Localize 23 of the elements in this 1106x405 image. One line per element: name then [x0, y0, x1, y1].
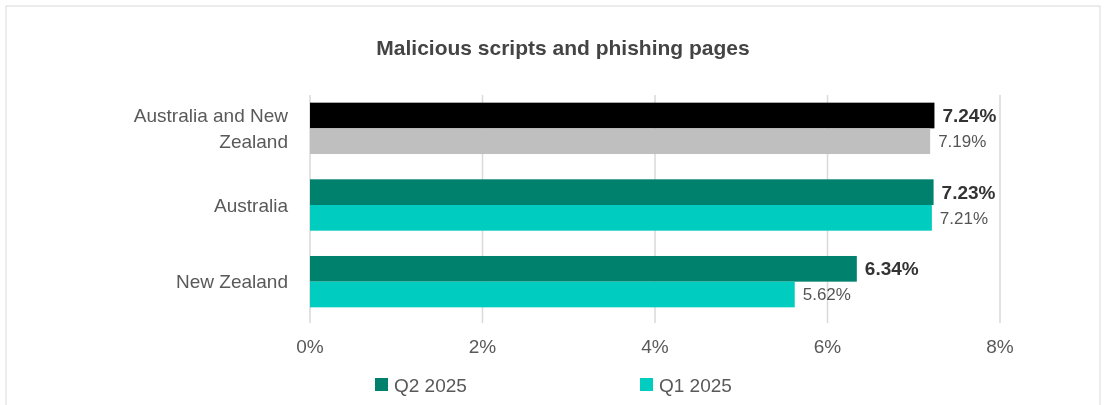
data-label: 7.23% — [941, 181, 996, 203]
bar — [310, 255, 857, 282]
x-tick-label: 4% — [641, 336, 669, 357]
x-tick-label: 6% — [813, 336, 842, 357]
data-label: 6.34% — [864, 258, 919, 280]
data-label: 7.24% — [942, 105, 997, 127]
y-tick-label: New Zealand — [176, 271, 288, 293]
legend-label: Q2 2025 — [394, 374, 467, 396]
bar — [310, 102, 935, 129]
x-tick-label: 0% — [296, 336, 324, 357]
chart-title: Malicious scripts and phishing pages — [376, 36, 750, 59]
bar — [310, 281, 795, 308]
data-label: 7.19% — [938, 132, 987, 152]
data-label: 5.62% — [802, 285, 851, 305]
x-tick-label: 2% — [468, 336, 497, 357]
legend-label: Q1 2025 — [659, 374, 732, 396]
y-tick-label: Australia — [214, 194, 289, 216]
data-label: 7.21% — [939, 208, 989, 228]
y-tick-label: Australia and New Zealand — [133, 104, 289, 152]
bar — [310, 128, 931, 155]
bar — [310, 205, 932, 231]
bar — [310, 179, 934, 205]
x-tick-label: 8% — [986, 336, 1014, 357]
